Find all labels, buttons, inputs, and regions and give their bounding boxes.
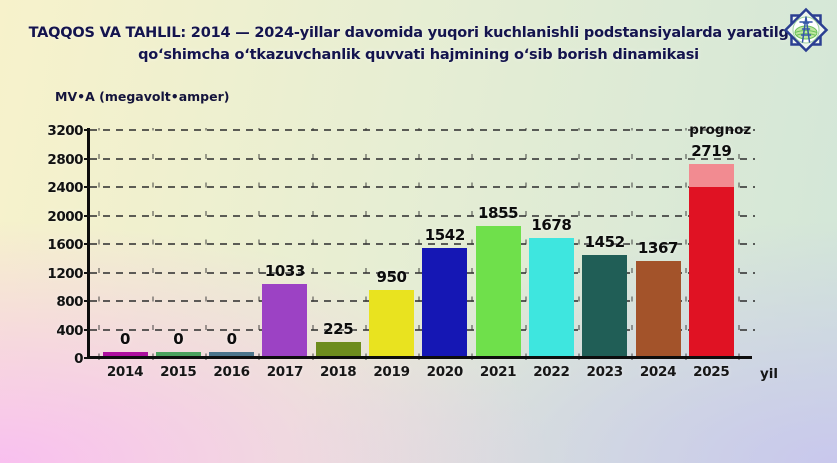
ytick-label-1600: 1600 xyxy=(47,237,83,253)
plot-area: 0 0 0 1033 225 950 1542 1855 1678 1452 1367 prognoz… xyxy=(90,122,755,360)
ytick-label-800: 800 xyxy=(56,294,83,310)
bar-value-label-2023: 1452 xyxy=(584,232,626,251)
bar-value-label-2024: 1367 xyxy=(637,238,679,257)
vertical-grid-ticks xyxy=(204,128,207,360)
bar-2018 xyxy=(315,341,361,358)
ytick-label-400: 400 xyxy=(56,322,83,339)
xtick-label-2023: 2023 xyxy=(586,364,624,380)
slide-title: TAQQOS VA TAHLIL: 2014 — 2024-yillar dav… xyxy=(0,22,837,67)
y-axis-unit-label: MV•A (megavolt•amper) xyxy=(55,89,230,104)
bar-2016 xyxy=(209,352,255,358)
bar-value-label-2018: 225 xyxy=(323,319,354,338)
ytick-mark-400 xyxy=(84,328,90,331)
forecast-segment xyxy=(688,164,734,187)
xtick-label-2022: 2022 xyxy=(533,364,570,380)
vertical-grid-ticks xyxy=(524,128,527,360)
ytick-mark-2800 xyxy=(84,157,90,160)
ytick-label-0: 0 xyxy=(74,351,83,367)
bar-2021 xyxy=(475,225,521,358)
bar-2020 xyxy=(422,248,468,358)
forecast-annotation: prognoz xyxy=(689,122,752,139)
xtick-label-2018: 2018 xyxy=(320,364,357,380)
ytick-mark-800 xyxy=(84,300,90,302)
gridline-3200 xyxy=(90,129,755,131)
vertical-grid-ticks xyxy=(151,128,154,360)
power-grid-company-logo-icon xyxy=(783,7,829,53)
xtick-label-2020: 2020 xyxy=(426,364,464,380)
bar-2014 xyxy=(102,352,148,358)
ytick-mark-2000 xyxy=(84,214,90,217)
vertical-grid-ticks xyxy=(631,128,634,360)
x-axis-line xyxy=(88,356,752,359)
bar-value-label-2017: 1033 xyxy=(264,262,306,281)
xtick-label-2025: 2025 xyxy=(693,364,730,380)
xtick-label-2014: 2014 xyxy=(106,364,144,380)
gridline-2400 xyxy=(90,186,755,188)
ytick-label-2400: 2400 xyxy=(47,180,83,196)
ytick-mark-3200 xyxy=(84,129,90,131)
bar-2025 xyxy=(688,164,734,358)
vertical-grid-ticks xyxy=(258,128,261,360)
ytick-mark-1600 xyxy=(84,243,90,245)
xtick-label-2015: 2015 xyxy=(160,364,197,380)
gridline-2000 xyxy=(90,214,755,217)
gridline-2800 xyxy=(90,157,755,160)
x-axis-suffix-label: yil xyxy=(760,366,779,382)
slide-title-line2: qoʻshimcha oʻtkazuvchanlik quvvati hajmi… xyxy=(138,47,699,64)
ytick-label-2800: 2800 xyxy=(47,151,83,168)
vertical-grid-ticks xyxy=(311,128,314,360)
bar-value-label-2019: 950 xyxy=(376,268,407,287)
ytick-label-1200: 1200 xyxy=(47,265,83,282)
bar-value-label-2022: 1678 xyxy=(531,216,572,235)
xtick-label-2024: 2024 xyxy=(639,364,677,380)
ytick-label-3200: 3200 xyxy=(47,123,83,139)
ytick-label-2000: 2000 xyxy=(47,208,83,225)
bar-value-label-2025: 2719 xyxy=(691,142,732,161)
ytick-mark-2400 xyxy=(84,186,90,188)
slide-title-line1: TAQQOS VA TAHLIL: 2014 — 2024-yillar dav… xyxy=(28,25,809,41)
vertical-grid-ticks xyxy=(737,128,740,360)
vertical-grid-ticks xyxy=(471,128,474,360)
ytick-mark-1200 xyxy=(84,271,90,274)
y-axis-tick-labels: 0 400 800 1200 1600 2000 2400 2800 3200 xyxy=(0,123,83,367)
bar-value-label-2014: 0 xyxy=(119,330,131,348)
bar-value-label-2016: 0 xyxy=(226,330,237,348)
vertical-grid-ticks xyxy=(364,128,367,360)
vertical-grid-ticks xyxy=(418,128,421,360)
xtick-label-2016: 2016 xyxy=(213,364,250,380)
bar-2015 xyxy=(155,352,201,358)
bar-2024 xyxy=(635,260,681,358)
bar-2022 xyxy=(528,238,574,358)
bar-2017 xyxy=(262,284,308,358)
vertical-grid-ticks xyxy=(578,128,581,360)
xtick-label-2017: 2017 xyxy=(266,364,304,380)
gridline-1600 xyxy=(90,243,755,245)
bar-value-label-2020: 1542 xyxy=(424,226,466,245)
xtick-label-2019: 2019 xyxy=(373,364,410,380)
x-axis-tick-labels: 2014 2015 2016 2017 2018 2019 2020 2021 2022 2023… xyxy=(90,364,755,384)
xtick-label-2021: 2021 xyxy=(479,364,517,380)
bar-value-label-2015: 0 xyxy=(173,330,184,348)
bar-2019 xyxy=(369,290,414,358)
vertical-grid-ticks xyxy=(684,128,687,360)
ytick-mark-0 xyxy=(84,357,90,359)
bar-2023 xyxy=(582,254,628,358)
vertical-grid-ticks xyxy=(98,128,101,360)
bar-value-label-2021: 1855 xyxy=(478,203,519,222)
